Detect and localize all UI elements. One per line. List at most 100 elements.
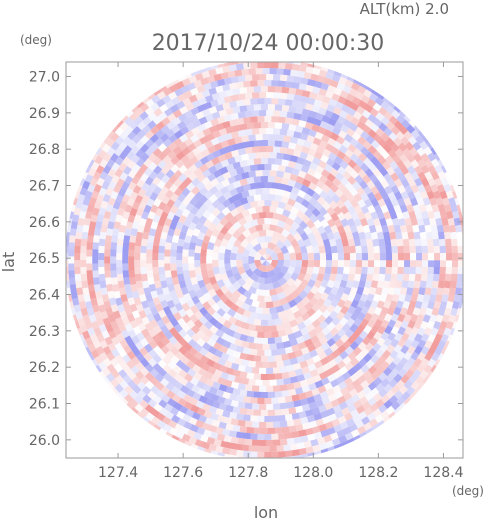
radar-cell — [165, 128, 175, 138]
radar-cell — [464, 211, 471, 220]
radar-cell — [340, 305, 349, 315]
radar-cell — [75, 231, 83, 240]
radar-cell — [193, 139, 203, 149]
radar-cell — [325, 71, 335, 80]
radar-cell — [247, 305, 257, 313]
radar-cell — [102, 164, 112, 175]
radar-cell — [393, 137, 403, 147]
radar-cell — [66, 287, 72, 296]
radar-cell — [188, 256, 195, 264]
radar-cell — [372, 168, 382, 178]
radar-cell — [298, 83, 308, 91]
radar-cell — [192, 391, 202, 401]
radar-cell — [107, 342, 117, 352]
radar-cell — [138, 309, 147, 319]
radar-cell — [264, 349, 272, 356]
radar-cell — [257, 98, 265, 105]
radar-cell — [183, 373, 194, 383]
radar-cell — [246, 104, 255, 112]
radar-cell — [246, 354, 255, 362]
radar-cell — [309, 162, 319, 171]
radar-cell — [300, 164, 310, 174]
radar-cell — [362, 386, 372, 396]
radar-cell — [66, 245, 69, 254]
radar-cell — [213, 169, 223, 179]
radar-cell — [344, 432, 354, 441]
radar-cell — [333, 292, 343, 302]
radar-cell — [415, 266, 422, 275]
radar-cell — [96, 193, 105, 203]
radar-cell — [132, 93, 142, 103]
radar-cell — [207, 269, 215, 279]
radar-cell — [290, 69, 299, 77]
radar-cell — [427, 252, 435, 261]
radar-cell — [160, 132, 170, 143]
radar-cell — [363, 312, 373, 322]
radar-cell — [286, 419, 295, 427]
radar-cell — [439, 301, 448, 310]
radar-cell — [169, 289, 178, 299]
radar-cell — [93, 276, 100, 285]
radar-cell — [400, 190, 410, 201]
radar-cell — [372, 217, 381, 227]
radar-cell — [264, 313, 272, 320]
radar-cell — [208, 125, 218, 134]
radar-cell — [342, 340, 352, 350]
radar-cell — [326, 337, 336, 348]
radar-cell — [417, 327, 426, 337]
radar-cell — [426, 238, 434, 247]
radar-cell — [86, 263, 93, 271]
radar-cell — [279, 384, 288, 392]
radar-cell — [279, 74, 288, 82]
radar-cell — [394, 191, 403, 201]
radar-cell — [84, 173, 94, 183]
radar-cell — [237, 401, 246, 409]
radar-cell — [283, 252, 291, 261]
radar-cell — [178, 328, 188, 339]
radar-cell — [414, 165, 424, 175]
radar-cell — [135, 207, 145, 217]
x-tick-label: 127.4 — [98, 465, 138, 481]
radar-cell — [168, 174, 178, 185]
radar-cell — [362, 74, 372, 84]
radar-cell — [286, 456, 295, 458]
radar-cell — [150, 416, 161, 426]
radar-cell — [280, 196, 290, 204]
radar-cell — [309, 334, 320, 344]
radar-cell — [350, 102, 360, 112]
radar-cell — [281, 177, 290, 186]
radar-cell — [152, 273, 161, 282]
radar-cell — [209, 324, 219, 335]
radar-cell — [337, 344, 347, 354]
radar-cell — [229, 323, 239, 332]
radar-cell — [361, 336, 372, 346]
radar-cell — [272, 439, 281, 446]
radar-cell — [155, 286, 164, 296]
radar-cell — [314, 131, 324, 141]
radar-cell — [274, 86, 283, 93]
radar-cell — [299, 245, 308, 254]
radar-cell — [83, 293, 91, 303]
radar-cell — [229, 64, 238, 72]
radar-cell — [288, 425, 297, 433]
radar-cell — [216, 414, 226, 423]
radar-cell — [242, 432, 251, 440]
radar-cell — [326, 373, 337, 383]
radar-cell — [412, 307, 421, 317]
radar-cell — [433, 300, 442, 310]
radar-cell — [227, 156, 237, 165]
radar-cell — [367, 348, 377, 358]
radar-cell — [389, 210, 398, 220]
radar-cell — [347, 367, 357, 377]
radar-cell — [304, 209, 314, 219]
radar-cell — [68, 234, 76, 243]
radar-cell — [435, 217, 443, 227]
radar-cell — [420, 333, 430, 343]
radar-cell — [406, 204, 415, 213]
radar-cell — [279, 420, 288, 428]
radar-cell — [201, 241, 209, 251]
radar-cell — [174, 208, 184, 218]
radar-cell — [358, 231, 366, 241]
radar-cell — [290, 221, 301, 231]
radar-cell — [260, 255, 267, 260]
